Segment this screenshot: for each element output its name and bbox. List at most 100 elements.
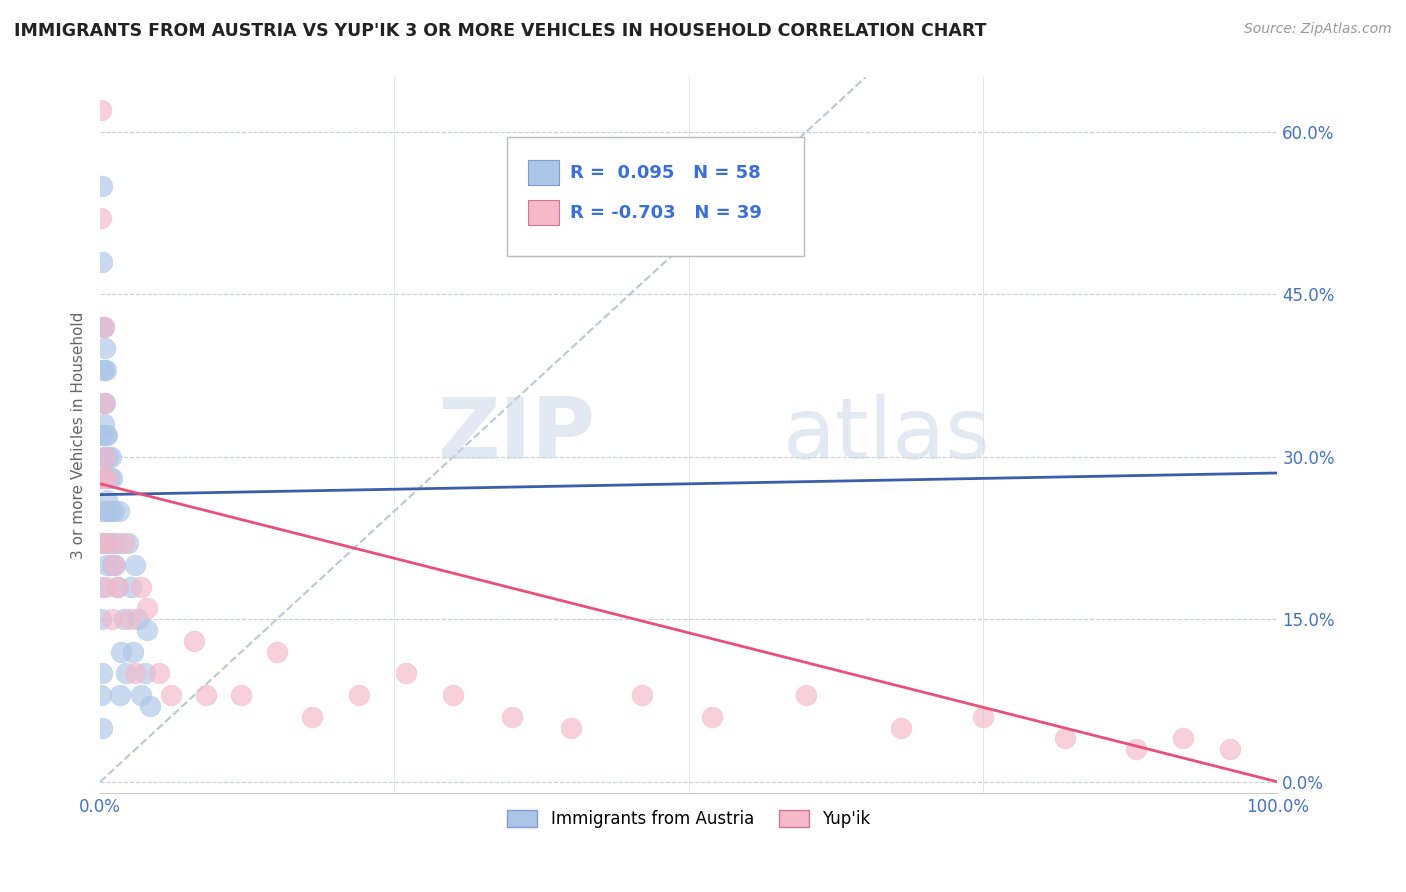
Point — [93, 471, 115, 485]
Point — [90, 319, 112, 334]
Point — [117, 536, 139, 550]
Point — [195, 688, 218, 702]
Point — [93, 319, 115, 334]
Point — [266, 645, 288, 659]
Point — [94, 504, 117, 518]
Point — [90, 254, 112, 268]
Point — [702, 710, 724, 724]
Point — [101, 536, 124, 550]
Point — [91, 428, 114, 442]
Point — [100, 504, 122, 518]
Point — [138, 698, 160, 713]
Point — [103, 504, 125, 518]
Point — [107, 580, 129, 594]
Point — [890, 721, 912, 735]
Point — [148, 666, 170, 681]
Point — [96, 428, 118, 442]
Point — [101, 558, 124, 573]
Point — [98, 471, 121, 485]
Point — [107, 536, 129, 550]
Point — [90, 471, 112, 485]
Point — [98, 536, 121, 550]
Point — [90, 428, 112, 442]
Point — [134, 666, 156, 681]
Point — [441, 688, 464, 702]
Point — [105, 580, 128, 594]
Point — [108, 504, 131, 518]
Text: atlas: atlas — [783, 393, 991, 476]
Point — [112, 612, 135, 626]
Point — [94, 450, 117, 464]
Point — [91, 504, 114, 518]
Point — [98, 536, 121, 550]
Point — [131, 580, 153, 594]
Point — [90, 211, 112, 226]
Point — [1219, 742, 1241, 756]
Point — [93, 319, 115, 334]
Point — [127, 612, 149, 626]
Point — [1125, 742, 1147, 756]
Point — [96, 558, 118, 573]
Point — [93, 395, 115, 409]
Point — [91, 536, 114, 550]
Text: IMMIGRANTS FROM AUSTRIA VS YUP'IK 3 OR MORE VEHICLES IN HOUSEHOLD CORRELATION CH: IMMIGRANTS FROM AUSTRIA VS YUP'IK 3 OR M… — [14, 22, 987, 40]
Point — [136, 623, 159, 637]
Legend: Immigrants from Austria, Yup'ik: Immigrants from Austria, Yup'ik — [501, 803, 877, 834]
Point — [104, 558, 127, 573]
Point — [90, 612, 112, 626]
Point — [94, 450, 117, 464]
Point — [120, 580, 142, 594]
Point — [93, 450, 115, 464]
Point — [97, 450, 120, 464]
Point — [94, 363, 117, 377]
Point — [94, 428, 117, 442]
Point — [101, 471, 124, 485]
Point — [97, 504, 120, 518]
Point — [90, 103, 112, 117]
Point — [1054, 731, 1077, 746]
Point — [131, 688, 153, 702]
Point — [115, 666, 138, 681]
Point — [124, 558, 146, 573]
Point — [110, 645, 132, 659]
Point — [96, 493, 118, 508]
Point — [94, 471, 117, 485]
Point — [103, 558, 125, 573]
Point — [93, 363, 115, 377]
Point — [94, 342, 117, 356]
Point — [560, 721, 582, 735]
Point — [91, 363, 114, 377]
Point — [124, 666, 146, 681]
Point — [108, 688, 131, 702]
Point — [159, 688, 181, 702]
Point — [122, 645, 145, 659]
Point — [231, 688, 253, 702]
Text: R = -0.703   N = 39: R = -0.703 N = 39 — [569, 203, 762, 222]
Point — [796, 688, 818, 702]
Point — [347, 688, 370, 702]
Point — [395, 666, 418, 681]
Point — [972, 710, 994, 724]
Point — [96, 471, 118, 485]
Text: Source: ZipAtlas.com: Source: ZipAtlas.com — [1244, 22, 1392, 37]
Point — [101, 612, 124, 626]
Point — [136, 601, 159, 615]
Point — [501, 710, 523, 724]
Point — [91, 666, 114, 681]
Point — [93, 395, 115, 409]
Point — [118, 612, 141, 626]
Text: R =  0.095   N = 58: R = 0.095 N = 58 — [569, 163, 761, 182]
Point — [93, 417, 115, 432]
Point — [94, 580, 117, 594]
Point — [91, 721, 114, 735]
Point — [94, 395, 117, 409]
Point — [183, 634, 205, 648]
Point — [91, 580, 114, 594]
Y-axis label: 3 or more Vehicles in Household: 3 or more Vehicles in Household — [72, 311, 86, 558]
Point — [90, 688, 112, 702]
Point — [90, 536, 112, 550]
Point — [630, 688, 652, 702]
Point — [301, 710, 323, 724]
Point — [94, 536, 117, 550]
Point — [90, 178, 112, 193]
